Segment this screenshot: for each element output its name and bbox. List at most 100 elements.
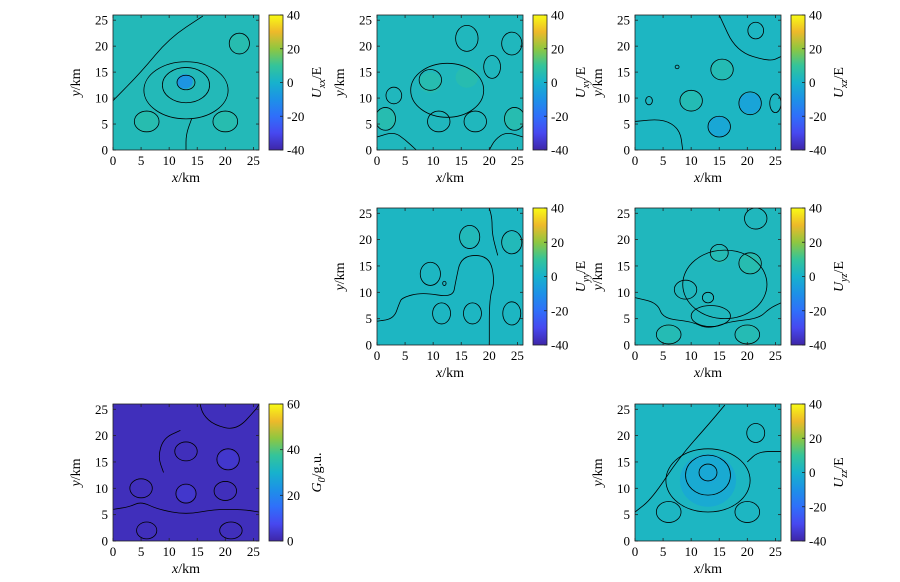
x-tick-label: 10 <box>685 544 698 559</box>
contour-line <box>698 463 718 482</box>
contour-line <box>129 478 153 499</box>
colorbar-tick-label: 20 <box>287 488 300 503</box>
colorbar-tick-label: 40 <box>287 442 300 457</box>
axes-frame <box>112 14 260 151</box>
x-tick-label: 25 <box>511 348 524 363</box>
contour-line <box>679 89 703 112</box>
contour-line <box>635 119 684 150</box>
colorbar-tick-label: 20 <box>809 41 822 56</box>
x-tick-label: 25 <box>511 153 524 168</box>
heatmap-feature <box>214 111 237 132</box>
contour-line <box>133 110 160 133</box>
heatmap-field <box>635 15 781 150</box>
contour-line <box>701 291 715 304</box>
x-tick-label: 25 <box>247 153 260 168</box>
contour-line <box>747 21 764 40</box>
y-tick-label: 15 <box>359 258 372 273</box>
x-tick-label: 20 <box>483 153 496 168</box>
contour-line <box>212 110 239 133</box>
x-tick-label: 10 <box>427 153 440 168</box>
x-tick-label: 5 <box>138 544 145 559</box>
contour-line <box>213 481 237 501</box>
contour-line <box>718 15 781 61</box>
colorbar-tick-label: 20 <box>809 431 822 446</box>
colorbar-label: G0/g.u. <box>310 452 328 492</box>
x-tick-label: 5 <box>402 153 409 168</box>
contour-line <box>734 501 761 523</box>
contour-line <box>143 61 229 120</box>
contour-line <box>216 448 240 471</box>
y-tick-label: 20 <box>617 428 630 443</box>
contour-line <box>747 451 781 463</box>
contour-line <box>459 224 481 249</box>
y-tick-label: 5 <box>102 507 109 522</box>
colorbar-tick-label: 20 <box>551 235 564 250</box>
y-tick-label: 20 <box>617 232 630 247</box>
contour-line <box>185 118 192 150</box>
x-tick-label: 5 <box>402 348 409 363</box>
colorbar-tick-label: -40 <box>287 143 304 158</box>
y-tick-label: 5 <box>624 311 631 326</box>
x-tick-label: 5 <box>660 153 667 168</box>
contour-line <box>769 93 781 114</box>
colorbar-tick-label: -20 <box>287 109 304 124</box>
contour-line <box>377 255 494 345</box>
x-tick-label: 10 <box>163 544 176 559</box>
contour-line <box>746 423 766 443</box>
contour-line <box>707 115 731 138</box>
colorbar-tick-label: -20 <box>551 109 568 124</box>
subplot-uxx: 0 5 10 15 20 25 0 5 10 15 20 25 x/km y/km 40 20 0 -20 -40 U… <box>69 8 328 187</box>
y-tick-label: 15 <box>95 65 108 80</box>
y-tick-label: 10 <box>95 91 108 106</box>
y-tick-label: 20 <box>95 39 108 54</box>
x-tick-label: 0 <box>632 544 639 559</box>
y-tick-label: 10 <box>617 285 630 300</box>
heatmap-feature <box>135 111 158 132</box>
contour-line <box>175 483 197 504</box>
x-axis-label: x/km <box>171 171 200 186</box>
x-axis-label: x/km <box>171 562 200 577</box>
y-tick-label: 20 <box>359 232 372 247</box>
contour-line <box>377 132 417 150</box>
subplot-g0: 0 5 10 15 20 25 0 5 10 15 20 25 x/km y/km 60 40 20 0 G0/g.… <box>69 397 328 578</box>
x-tick-label: 20 <box>219 153 232 168</box>
contour-line <box>502 301 522 326</box>
x-axis-label: x/km <box>693 366 722 381</box>
y-tick-label: 0 <box>624 143 631 158</box>
y-tick-label: 10 <box>95 481 108 496</box>
x-tick-label: 5 <box>138 153 145 168</box>
x-axis-label: x/km <box>435 366 464 381</box>
heatmap-feature <box>708 116 731 138</box>
y-tick-label: 0 <box>366 143 373 158</box>
contour-line <box>162 67 210 104</box>
contour-line <box>463 302 482 325</box>
y-axis-label: y/km <box>333 68 348 98</box>
colorbar-tick-label: 20 <box>809 235 822 250</box>
colorbar-tick-label: 0 <box>809 269 816 284</box>
x-tick-label: 20 <box>219 544 232 559</box>
y-tick-label: 5 <box>366 117 373 132</box>
x-tick-label: 15 <box>713 348 726 363</box>
axes-frame <box>634 403 782 542</box>
colorbar-label: Uzz/E <box>832 457 850 487</box>
colorbar-tick-label: 0 <box>287 534 294 549</box>
contour-line <box>738 252 762 275</box>
y-tick-label: 5 <box>102 117 109 132</box>
axes-frame <box>376 14 524 151</box>
heatmap-feature <box>501 232 522 252</box>
colorbar-tick-label: 0 <box>809 465 816 480</box>
heatmap-feature <box>679 90 703 112</box>
x-tick-label: 20 <box>741 153 754 168</box>
y-tick-label: 0 <box>624 338 631 353</box>
heatmap-feature <box>177 74 193 89</box>
axes-frame <box>634 14 782 151</box>
y-tick-label: 25 <box>95 402 108 417</box>
y-tick-label: 15 <box>617 258 630 273</box>
contour-line <box>463 110 487 133</box>
y-tick-label: 15 <box>359 65 372 80</box>
y-tick-label: 25 <box>617 13 630 28</box>
y-tick-label: 15 <box>95 454 108 469</box>
colorbar-tick-label: -40 <box>809 338 826 353</box>
colorbar-tick-label: 0 <box>809 75 816 90</box>
y-tick-label: 5 <box>366 311 373 326</box>
